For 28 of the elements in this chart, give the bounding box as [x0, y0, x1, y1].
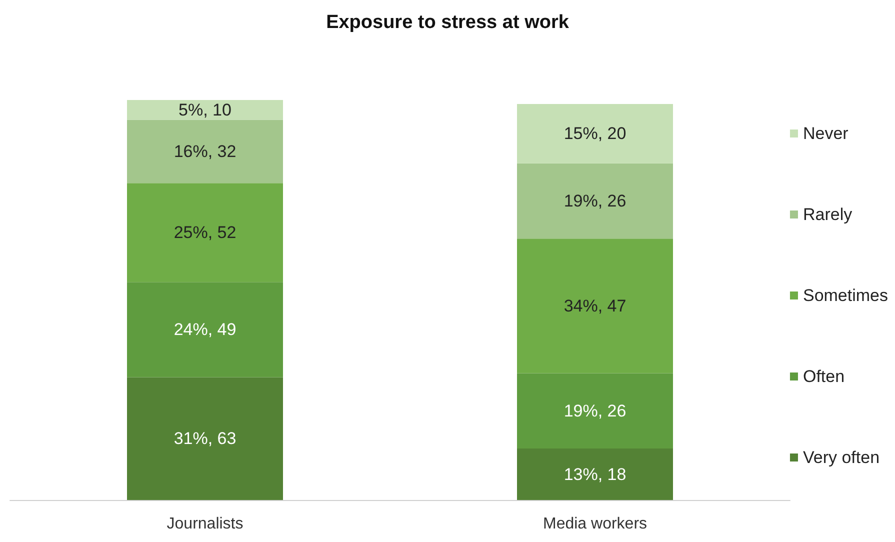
data-label: 19%, 26	[564, 191, 626, 210]
bar	[517, 104, 673, 164]
bar	[127, 100, 283, 120]
bar	[517, 238, 673, 374]
data-label: 31%, 63	[174, 429, 236, 448]
legend-label: Often	[802, 367, 845, 386]
bar	[127, 120, 283, 184]
x-tick-label: Media workers	[542, 516, 648, 532]
legend-label: Never	[802, 124, 849, 143]
data-label: 24%, 49	[174, 320, 236, 340]
data-label: 19%, 26	[564, 401, 626, 420]
data-label: 15%, 20	[564, 124, 626, 144]
data-label: 34%, 47	[564, 296, 626, 316]
bar	[127, 183, 283, 282]
data-label: 25%, 52	[174, 223, 236, 242]
legend-label: Rarely	[802, 205, 853, 224]
bar	[517, 448, 673, 500]
bar	[127, 377, 283, 500]
data-label: 13%, 18	[564, 464, 626, 484]
legend-label: Very often	[802, 448, 880, 467]
bar	[517, 163, 673, 239]
bar	[517, 373, 673, 449]
data-label: 5%, 10	[178, 100, 232, 120]
data-label: 16%, 32	[174, 142, 236, 161]
x-tick-label: Journalists	[166, 516, 244, 532]
chart-title: Exposure to stress at work	[326, 12, 570, 33]
legend-label: Sometimes	[802, 286, 888, 305]
bar	[127, 282, 283, 378]
